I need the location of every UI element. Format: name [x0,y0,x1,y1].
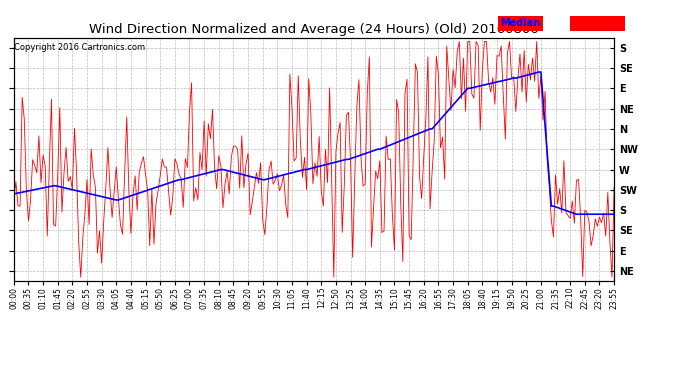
Text: Median: Median [500,18,540,28]
Text: Direction: Direction [573,18,623,28]
Text: Copyright 2016 Cartronics.com: Copyright 2016 Cartronics.com [14,43,145,52]
Title: Wind Direction Normalized and Average (24 Hours) (Old) 20160806: Wind Direction Normalized and Average (2… [89,23,539,36]
